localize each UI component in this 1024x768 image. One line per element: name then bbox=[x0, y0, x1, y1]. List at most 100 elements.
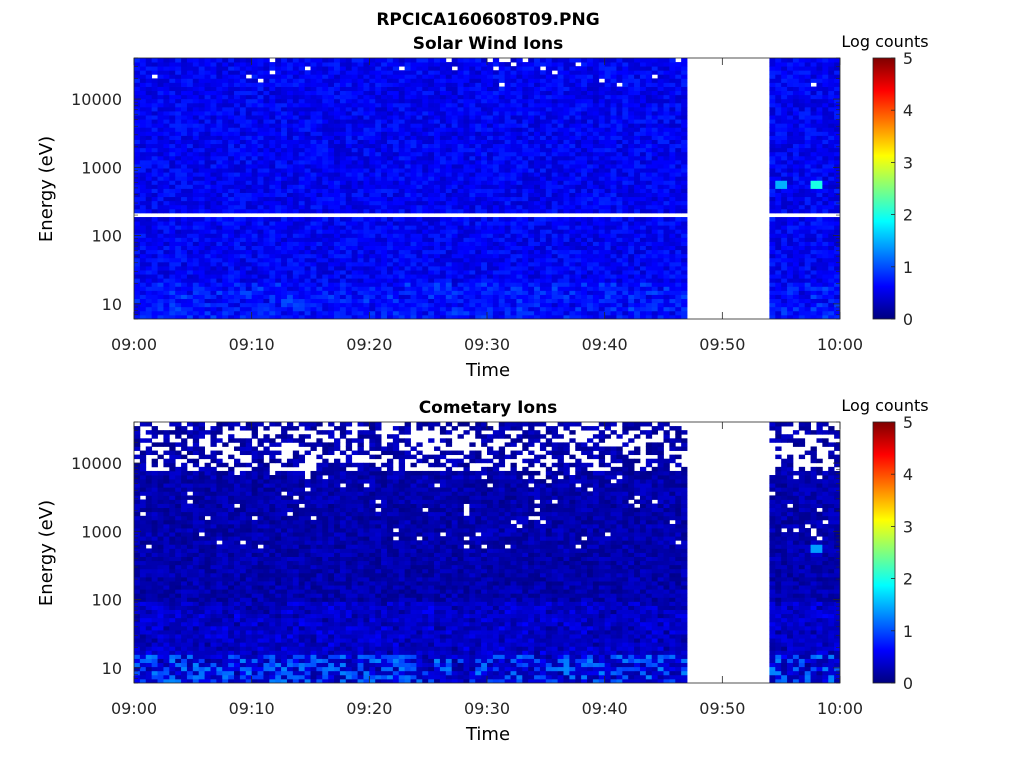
heatmap-cell bbox=[151, 143, 158, 149]
heatmap-cell bbox=[157, 286, 164, 291]
heatmap-cell bbox=[822, 229, 829, 234]
heatmap-cell bbox=[263, 302, 270, 308]
heatmap-cell bbox=[651, 229, 659, 234]
heatmap-cell bbox=[528, 274, 535, 279]
heatmap-cell bbox=[269, 265, 276, 271]
heatmap-cell bbox=[775, 200, 782, 206]
heatmap-cell bbox=[392, 233, 400, 238]
heatmap-cell bbox=[516, 253, 523, 259]
heatmap-cell bbox=[539, 249, 547, 255]
heatmap-cell bbox=[134, 282, 141, 287]
heatmap-cell bbox=[551, 139, 558, 145]
heatmap-cell bbox=[316, 257, 323, 263]
heatmap-cell bbox=[334, 278, 341, 283]
heatmap-cell bbox=[545, 294, 553, 300]
heatmap-cell bbox=[639, 225, 647, 230]
heatmap-cell bbox=[151, 310, 158, 316]
heatmap-cell bbox=[622, 290, 629, 295]
heatmap-cell bbox=[245, 147, 253, 153]
heatmap-cell bbox=[245, 314, 253, 319]
heatmap-cell bbox=[828, 265, 835, 271]
heatmap-cell bbox=[204, 233, 211, 238]
heatmap-cell bbox=[663, 196, 670, 202]
heatmap-cell bbox=[545, 270, 553, 275]
heatmap-cell bbox=[445, 184, 453, 189]
heatmap-cell bbox=[816, 172, 823, 177]
heatmap-cell bbox=[810, 184, 817, 189]
heatmap-cell bbox=[216, 302, 223, 308]
heatmap-cell bbox=[504, 286, 511, 291]
heatmap-cell bbox=[528, 192, 535, 198]
heatmap-cell bbox=[222, 270, 229, 275]
heatmap-cell bbox=[498, 139, 506, 145]
heatmap-cell bbox=[575, 159, 582, 165]
heatmap-cell bbox=[681, 290, 688, 295]
heatmap-cell bbox=[286, 302, 294, 308]
heatmap-cell bbox=[475, 245, 482, 251]
heatmap-cell bbox=[551, 265, 558, 271]
heatmap-cell bbox=[604, 200, 611, 206]
heatmap-cell bbox=[539, 261, 547, 267]
heatmap-cell bbox=[439, 217, 447, 222]
heatmap-cell bbox=[469, 249, 476, 255]
heatmap-cell bbox=[604, 302, 611, 308]
heatmap-cell bbox=[598, 168, 606, 173]
heatmap-cell bbox=[198, 180, 205, 185]
heatmap-cell bbox=[681, 123, 688, 128]
heatmap-cell bbox=[275, 135, 282, 140]
heatmap-cell bbox=[281, 286, 288, 291]
heatmap-cell bbox=[575, 217, 582, 222]
heatmap-cell bbox=[781, 172, 788, 177]
heatmap-cell bbox=[675, 282, 682, 287]
heatmap-cell bbox=[522, 159, 529, 165]
heatmap-cell bbox=[316, 314, 323, 319]
heatmap-cell bbox=[534, 176, 541, 181]
heatmap-cell bbox=[216, 286, 223, 291]
heatmap-cell bbox=[581, 208, 588, 214]
heatmap-cell bbox=[316, 221, 323, 226]
heatmap-cell bbox=[487, 123, 494, 128]
heatmap-cell bbox=[539, 270, 547, 275]
heatmap-cell bbox=[675, 164, 682, 169]
heatmap-cell bbox=[804, 135, 811, 140]
heatmap-cell bbox=[334, 184, 341, 189]
heatmap-cell bbox=[828, 270, 835, 275]
heatmap-cell bbox=[681, 314, 688, 319]
heatmap-cell bbox=[492, 261, 500, 267]
heatmap-cell bbox=[422, 184, 429, 189]
heatmap-cell bbox=[263, 159, 270, 165]
heatmap-cell bbox=[481, 204, 488, 210]
heatmap-cell bbox=[275, 257, 282, 263]
heatmap-cell bbox=[622, 159, 629, 165]
heatmap-cell bbox=[663, 274, 670, 279]
heatmap-cell bbox=[216, 200, 223, 206]
heatmap-cell bbox=[592, 204, 600, 210]
heatmap-cell bbox=[292, 261, 300, 267]
heatmap-cell bbox=[398, 249, 406, 255]
heatmap-cell bbox=[516, 274, 523, 279]
heatmap-cell bbox=[298, 290, 306, 295]
heatmap-cell bbox=[645, 131, 653, 136]
heatmap-cell bbox=[386, 176, 394, 181]
heatmap-cell bbox=[410, 184, 417, 189]
heatmap-cell bbox=[557, 265, 564, 271]
heatmap-cell bbox=[475, 221, 482, 226]
heatmap-cell bbox=[639, 278, 647, 283]
heatmap-cell bbox=[363, 155, 370, 161]
heatmap-cell bbox=[628, 298, 635, 304]
heatmap-cell bbox=[286, 204, 294, 210]
heatmap-cell bbox=[186, 249, 194, 255]
heatmap-cell bbox=[592, 184, 600, 189]
heatmap-cell bbox=[181, 143, 188, 149]
heatmap-cell bbox=[539, 159, 547, 165]
heatmap-cell bbox=[681, 221, 688, 226]
heatmap-cell bbox=[269, 298, 276, 304]
heatmap-cell bbox=[281, 294, 288, 300]
heatmap-cell bbox=[475, 286, 482, 291]
heatmap-cell bbox=[639, 176, 647, 181]
heatmap-cell bbox=[651, 233, 659, 238]
heatmap-cell bbox=[504, 188, 511, 193]
heatmap-cell bbox=[828, 257, 835, 263]
heatmap-cell bbox=[422, 180, 429, 185]
heatmap-cell bbox=[381, 270, 388, 275]
